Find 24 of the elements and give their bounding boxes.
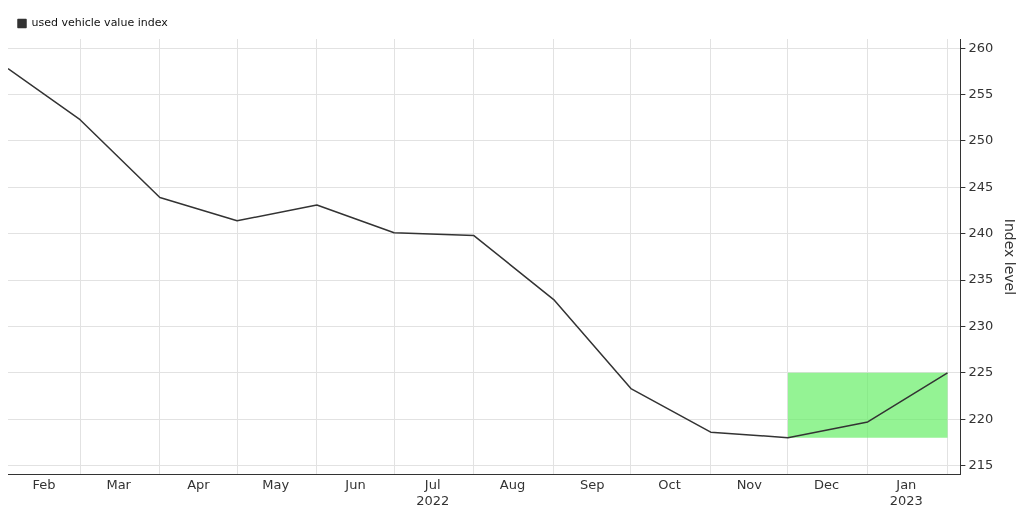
x-tick-label: Aug <box>499 476 526 492</box>
x-tick-label: Apr <box>187 476 211 492</box>
y-tick-label: 230 <box>968 317 994 333</box>
x-tick-label: Jul 2022 <box>416 476 450 508</box>
y-axis-title: Index level <box>1001 218 1018 296</box>
x-tick-label: Dec <box>813 476 840 492</box>
y-tick-label: 245 <box>968 178 994 194</box>
x-tick-label: May <box>262 476 290 492</box>
x-tick-label: Sep <box>580 476 605 492</box>
x-tick-label: Jan 2023 <box>889 476 923 508</box>
y-tick-label: 215 <box>968 456 994 472</box>
y-tick-label: 255 <box>968 86 994 102</box>
y-tick-label: 250 <box>968 132 994 148</box>
legend-label: used vehicle value index <box>31 16 169 30</box>
x-tick-label: Jun <box>344 476 366 492</box>
x-tick-label: Nov <box>736 476 763 492</box>
y-tick-label: 220 <box>968 410 994 426</box>
y-tick-label: 240 <box>968 225 994 241</box>
y-tick-label: 260 <box>968 39 994 55</box>
y-tick-label: 235 <box>968 271 994 287</box>
x-tick-label: Mar <box>106 476 132 492</box>
x-tick-label: Oct <box>658 476 681 492</box>
x-tick-label: Feb <box>32 476 56 492</box>
y-tick-label: 225 <box>968 364 994 380</box>
